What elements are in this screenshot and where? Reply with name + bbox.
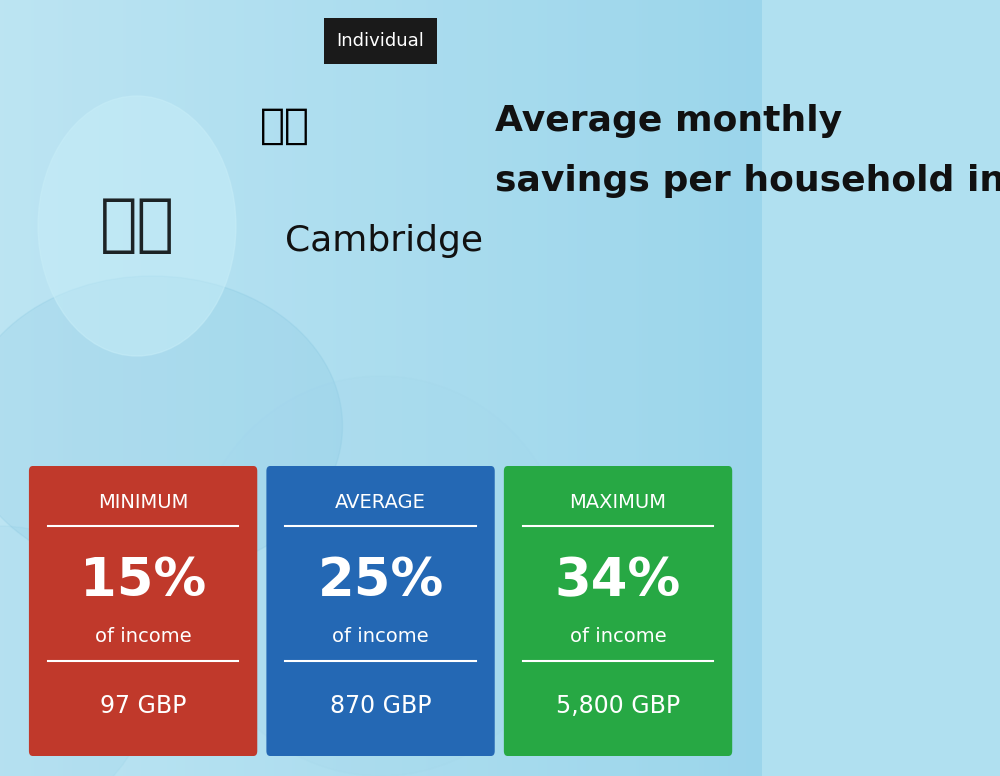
Ellipse shape <box>0 526 152 776</box>
Text: 5,800 GBP: 5,800 GBP <box>556 694 680 718</box>
FancyBboxPatch shape <box>266 466 495 756</box>
Text: of income: of income <box>95 626 191 646</box>
Text: MAXIMUM: MAXIMUM <box>570 494 667 512</box>
FancyBboxPatch shape <box>29 466 257 756</box>
Text: 25%: 25% <box>317 555 444 607</box>
Text: Individual: Individual <box>337 32 424 50</box>
Text: 870 GBP: 870 GBP <box>330 694 431 718</box>
Text: of income: of income <box>332 626 429 646</box>
Text: 🏺💰: 🏺💰 <box>100 196 175 256</box>
Text: 97 GBP: 97 GBP <box>100 694 186 718</box>
Text: 34%: 34% <box>555 555 681 607</box>
Text: savings per household in: savings per household in <box>495 164 1000 198</box>
Ellipse shape <box>0 276 343 576</box>
Ellipse shape <box>190 376 571 776</box>
Circle shape <box>38 96 236 356</box>
Text: 15%: 15% <box>80 555 206 607</box>
Text: of income: of income <box>570 626 666 646</box>
FancyBboxPatch shape <box>504 466 732 756</box>
Text: MINIMUM: MINIMUM <box>98 494 188 512</box>
Text: Average monthly: Average monthly <box>495 104 842 138</box>
Text: AVERAGE: AVERAGE <box>335 494 426 512</box>
Text: Cambridge: Cambridge <box>285 224 483 258</box>
Text: 🇬🇧: 🇬🇧 <box>260 105 310 147</box>
FancyBboxPatch shape <box>324 18 437 64</box>
